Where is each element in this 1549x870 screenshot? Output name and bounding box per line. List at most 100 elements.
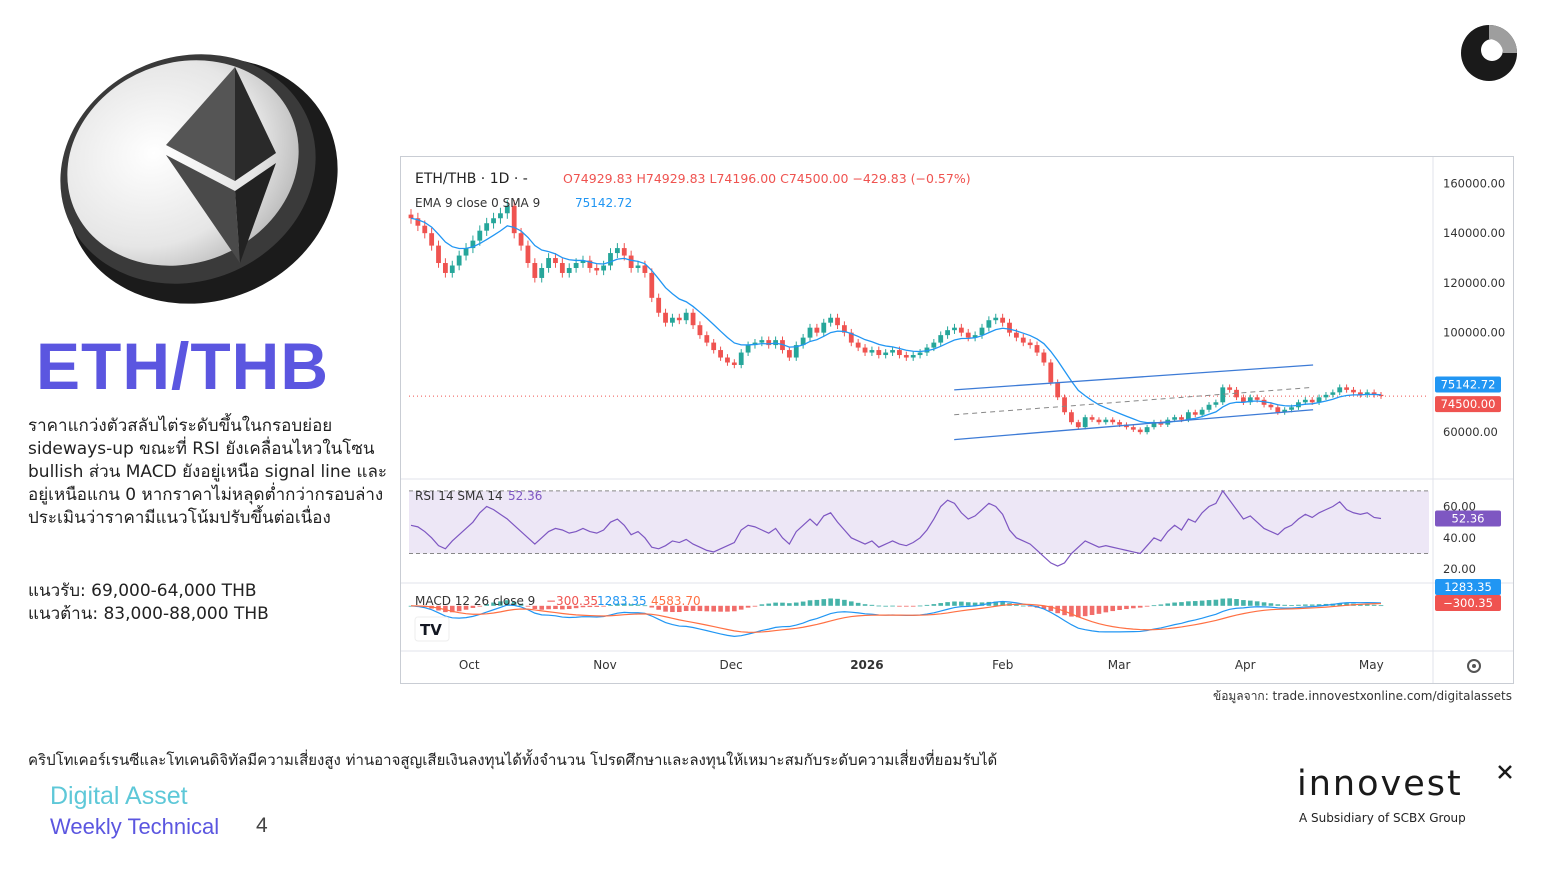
candle-body [1020, 337, 1026, 343]
macd-hist-bar [1192, 601, 1198, 606]
candle-body [1055, 382, 1061, 398]
settings-gear-icon[interactable] [1467, 659, 1481, 673]
change-value: −429.83 (−0.57%) [852, 171, 970, 186]
macd-hist-bar [917, 605, 923, 607]
candle-body [986, 320, 992, 328]
candle-body [1227, 387, 1233, 390]
macd-hist-bar [443, 605, 448, 613]
candle-body [1137, 429, 1143, 433]
candle-body [1275, 407, 1281, 413]
candle-body [539, 267, 545, 278]
candle-body [1130, 427, 1136, 430]
candle-body [1330, 392, 1336, 395]
channel-mid-line [954, 386, 1314, 416]
candle-body [642, 265, 648, 273]
candle-body [670, 317, 675, 323]
macd-label: MACD 12 26 close 9 [415, 594, 535, 608]
candle-body [697, 325, 703, 336]
macd-hist-bar [869, 604, 875, 606]
macd-hist-bar [931, 604, 937, 606]
macd-hist-bar [1289, 604, 1294, 606]
macd-hist-bar [1096, 605, 1102, 614]
high-value: H74929.83 [636, 171, 705, 186]
macd-hist-bar [938, 603, 944, 606]
macd-value-1: −300.35 [546, 594, 598, 608]
macd-hist-bar [828, 598, 833, 606]
macd-hist-bar [676, 605, 682, 613]
candle-body [828, 317, 834, 323]
macd-hist-bar [1172, 602, 1177, 606]
candle-body [1247, 397, 1253, 403]
macd-hist-bar [1117, 605, 1122, 610]
macd-hist-bar [745, 605, 751, 608]
macd-hist-bar [821, 599, 827, 606]
macd-histogram [408, 598, 1384, 618]
macd-hist-bar [848, 601, 854, 606]
candle-body [463, 248, 469, 256]
macd-value-2: 1283.35 [597, 594, 647, 608]
macd-hist-bar [635, 604, 641, 606]
candle-body [1371, 392, 1377, 395]
candle-body [731, 362, 737, 365]
candle-body [1089, 417, 1095, 420]
macd-hist-bar [649, 605, 655, 608]
macd-hist-bar [800, 601, 806, 606]
macd-hist-bar [608, 604, 613, 606]
footer-title: Digital Asset [50, 782, 188, 810]
logo-wordmark: innovest [1297, 764, 1463, 804]
macd-hist-bar [532, 605, 538, 610]
macd-hist-bar [766, 603, 772, 606]
macd-hist-bar [1358, 604, 1363, 606]
macd-hist-bar [883, 605, 888, 607]
macd-hist-bar [711, 605, 716, 612]
candle-body [800, 337, 806, 346]
macd-hist-bar [456, 605, 462, 612]
macd-hist-bar [1364, 604, 1370, 606]
time-axis-tick: 2026 [850, 658, 883, 672]
rsi-axis-tick: 40.00 [1443, 531, 1476, 545]
macd-hist-bar [965, 602, 971, 606]
macd-hist-bar [862, 604, 868, 606]
candle-body [525, 245, 531, 264]
candle-body [470, 240, 476, 249]
macd-hist-bar [1144, 605, 1150, 607]
macd-hist-bar [1309, 604, 1315, 606]
time-axis-tick: Nov [593, 658, 616, 672]
page-title: ETH/THB [36, 329, 329, 403]
candle-body [1110, 419, 1116, 423]
macd-hist-bar [505, 600, 510, 606]
candle-body [842, 325, 847, 333]
candle-body [972, 335, 978, 338]
macd-hist-bar [725, 605, 730, 612]
logo-x-icon [1498, 765, 1512, 779]
macd-hist-bar [787, 603, 792, 606]
macd-hist-bar [553, 605, 558, 610]
macd-signal-tag: 1283.35 [1444, 580, 1492, 594]
rsi-value-tag: 52.36 [1452, 511, 1485, 525]
time-axis: Oct Nov Dec 2026 Feb Mar Apr May [459, 658, 1384, 672]
macd-hist-bar [594, 605, 600, 607]
price-chart[interactable]: ETH/THB · 1D · - O74929.83 H74929.83 L74… [400, 156, 1514, 684]
macd-hist-bar [1303, 604, 1308, 606]
candle-body [1378, 394, 1384, 397]
candle-body [1220, 387, 1226, 403]
macd-hist-bar [539, 605, 545, 610]
macd-hist-bar [897, 605, 902, 607]
page-number: 4 [256, 814, 268, 837]
candle-body [566, 267, 572, 273]
macd-hist-bar [546, 605, 551, 610]
macd-hist-bar [615, 603, 620, 606]
candle-body [1213, 402, 1219, 405]
candle-body [477, 230, 483, 241]
macd-hist-bar [1041, 605, 1047, 610]
candle-body [807, 327, 813, 338]
macd-hist-bar [718, 605, 723, 612]
candle-body [621, 248, 627, 256]
macd-hist-bar [560, 605, 565, 610]
macd-hist-bar [993, 601, 999, 606]
macd-hist-bar [855, 602, 861, 606]
candle-body [1316, 397, 1322, 403]
macd-hist-bar [498, 601, 503, 606]
macd-hist-bar [1020, 605, 1026, 607]
candle-body [1289, 407, 1294, 410]
